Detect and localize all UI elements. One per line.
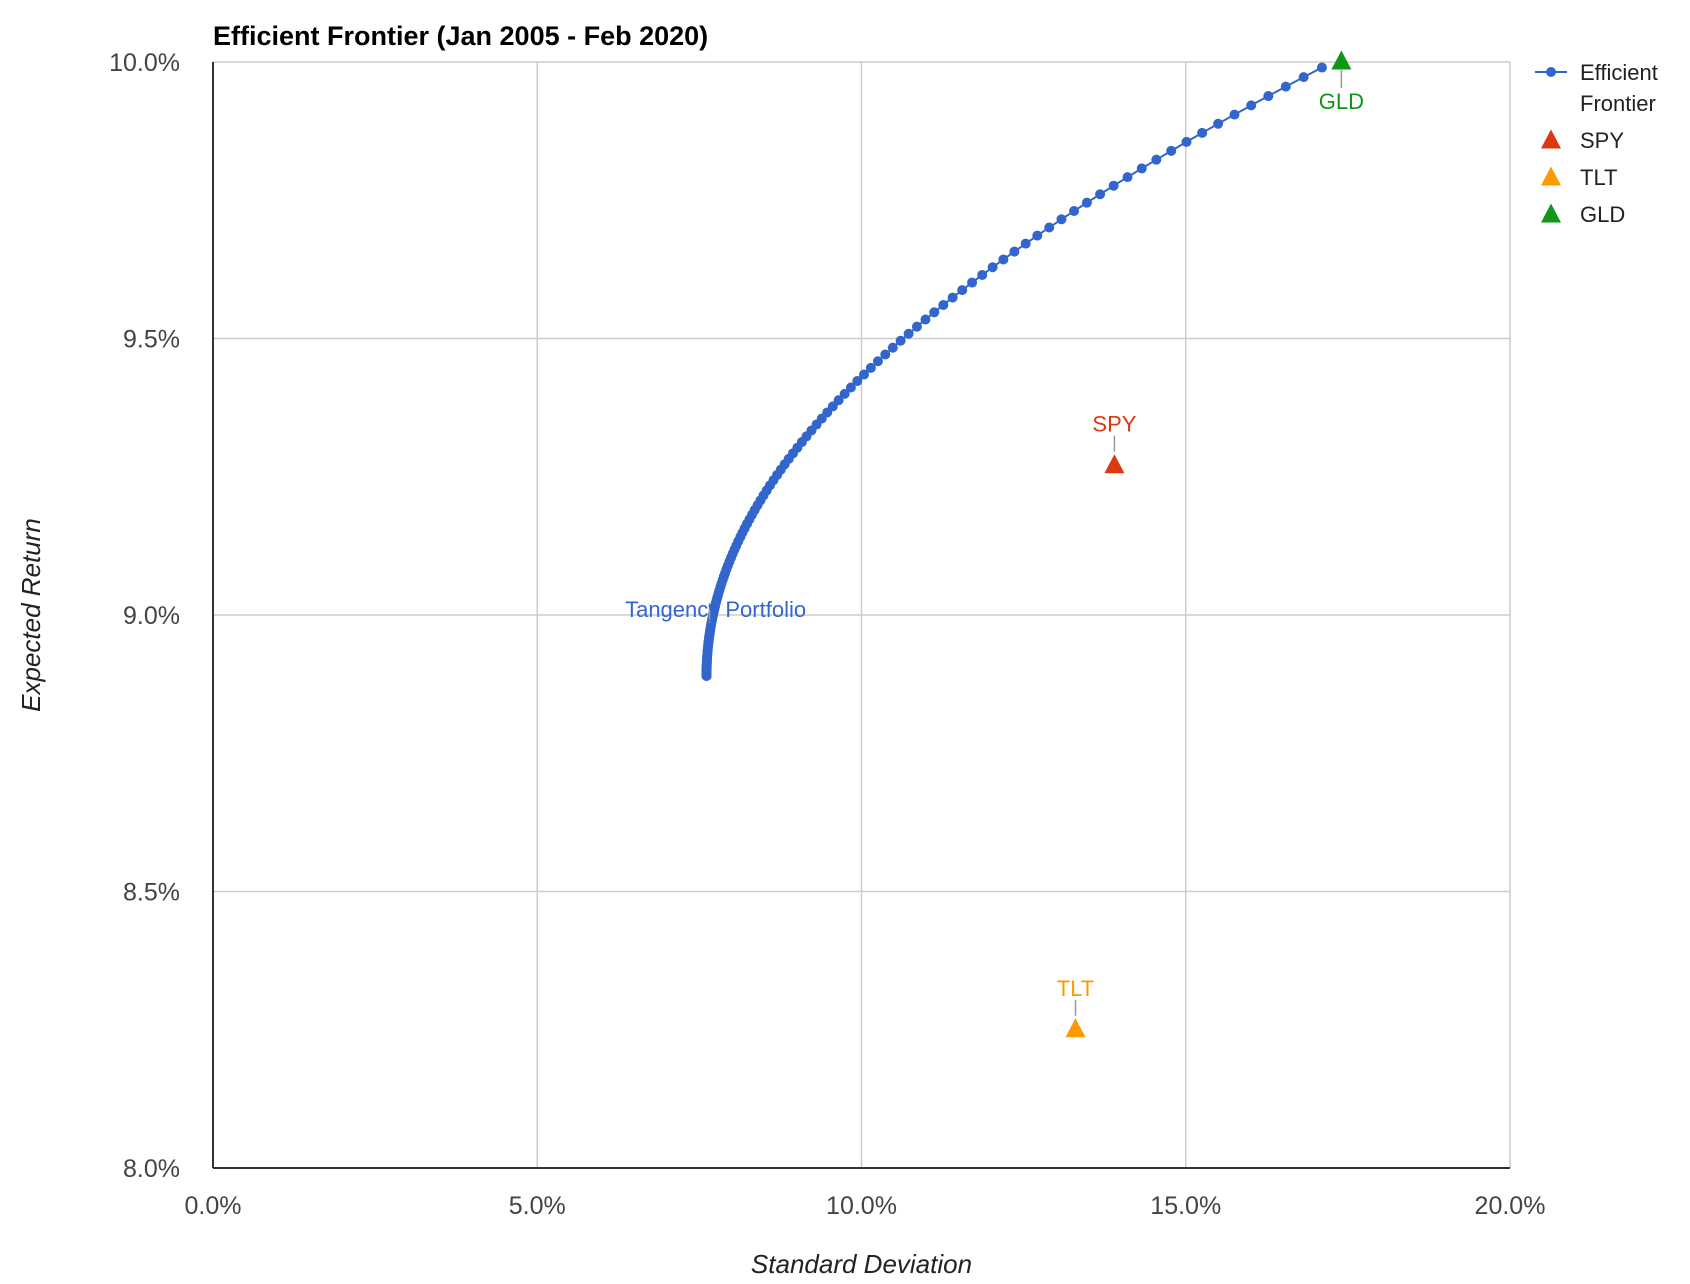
legend-label: GLD [1580, 202, 1625, 227]
x-tick-label: 15.0% [1150, 1192, 1221, 1220]
legend-label: SPY [1580, 128, 1624, 153]
efficient-frontier-point [1246, 100, 1257, 111]
chart-title: Efficient Frontier (Jan 2005 - Feb 2020) [213, 21, 708, 51]
efficient-frontier-point [1044, 222, 1055, 233]
y-axis-title: Expected Return [16, 518, 46, 712]
y-tick-label: 9.5% [123, 326, 180, 354]
efficient-frontier-point [1020, 238, 1031, 249]
asset-marker-tlt [1065, 1018, 1086, 1038]
efficient-frontier-point [920, 314, 931, 325]
efficient-frontier-point [865, 362, 876, 373]
efficient-frontier-point [1229, 109, 1240, 120]
y-tick-label: 9.0% [123, 602, 180, 630]
legend-label: Efficient [1580, 60, 1658, 85]
efficient-frontier-point [1095, 189, 1106, 200]
efficient-frontier-point [1151, 154, 1162, 165]
efficient-frontier-point [852, 376, 863, 387]
asset-label-tlt: TLT [1057, 976, 1094, 1001]
efficient-frontier-point [987, 262, 998, 273]
efficient-frontier-point [1032, 230, 1043, 241]
y-tick-label: 10.0% [109, 49, 180, 77]
efficient-frontier-point [872, 356, 883, 367]
efficient-frontier-point [858, 369, 869, 380]
y-tick-label: 8.0% [123, 1155, 180, 1183]
efficient-frontier-point [1108, 180, 1119, 191]
efficient-frontier-line [705, 66, 1323, 676]
asset-label-gld: GLD [1319, 89, 1364, 114]
tangency-portfolio-label: Tangency Portfolio [625, 597, 806, 622]
efficient-frontier-point [1280, 81, 1291, 92]
efficient-frontier-point [1069, 206, 1080, 217]
efficient-frontier-point [895, 335, 906, 346]
efficient-frontier-point [1316, 62, 1327, 73]
efficient-frontier-point [1009, 246, 1020, 257]
legend-dot-swatch [1546, 67, 1556, 77]
efficient-frontier-point [929, 307, 940, 318]
efficient-frontier-point [911, 321, 922, 332]
efficient-frontier-point [903, 328, 914, 339]
efficient-frontier-point [1197, 127, 1208, 138]
y-tick-label: 8.5% [123, 879, 180, 907]
efficient-frontier-point [998, 254, 1009, 265]
asset-label-spy: SPY [1092, 412, 1136, 437]
efficient-frontier-point [1081, 197, 1092, 208]
efficient-frontier-point [947, 292, 958, 303]
efficient-frontier-point [1213, 118, 1224, 129]
efficient-frontier-point [957, 285, 968, 296]
efficient-frontier-point [845, 382, 856, 393]
efficient-frontier-point [1056, 214, 1067, 225]
efficient-frontier-point [1263, 91, 1274, 102]
asset-marker-gld [1331, 50, 1352, 70]
efficient-frontier-point [1136, 163, 1147, 174]
legend-label: TLT [1580, 165, 1617, 190]
efficient-frontier-point [938, 299, 949, 310]
efficient-frontier-point [1298, 72, 1309, 83]
efficient-frontier-point [887, 342, 898, 353]
efficient-frontier-point [967, 277, 978, 288]
efficient-frontier-point [1166, 145, 1177, 156]
x-axis-title: Standard Deviation [751, 1249, 972, 1279]
x-tick-label: 5.0% [509, 1192, 566, 1220]
efficient-frontier-point [833, 395, 844, 406]
legend-triangle-swatch [1541, 166, 1561, 186]
asset-marker-spy [1104, 454, 1125, 474]
efficient-frontier-point [839, 388, 850, 399]
legend-triangle-swatch [1541, 203, 1561, 223]
efficient-frontier-point [880, 349, 891, 360]
x-tick-label: 0.0% [185, 1192, 242, 1220]
x-tick-label: 10.0% [826, 1192, 897, 1220]
legend-triangle-swatch [1541, 129, 1561, 149]
efficient-frontier-point [1181, 136, 1192, 147]
efficient-frontier-point [977, 269, 988, 280]
efficient-frontier-point [1122, 172, 1133, 183]
x-tick-label: 20.0% [1475, 1192, 1546, 1220]
legend-label: Frontier [1580, 91, 1656, 116]
